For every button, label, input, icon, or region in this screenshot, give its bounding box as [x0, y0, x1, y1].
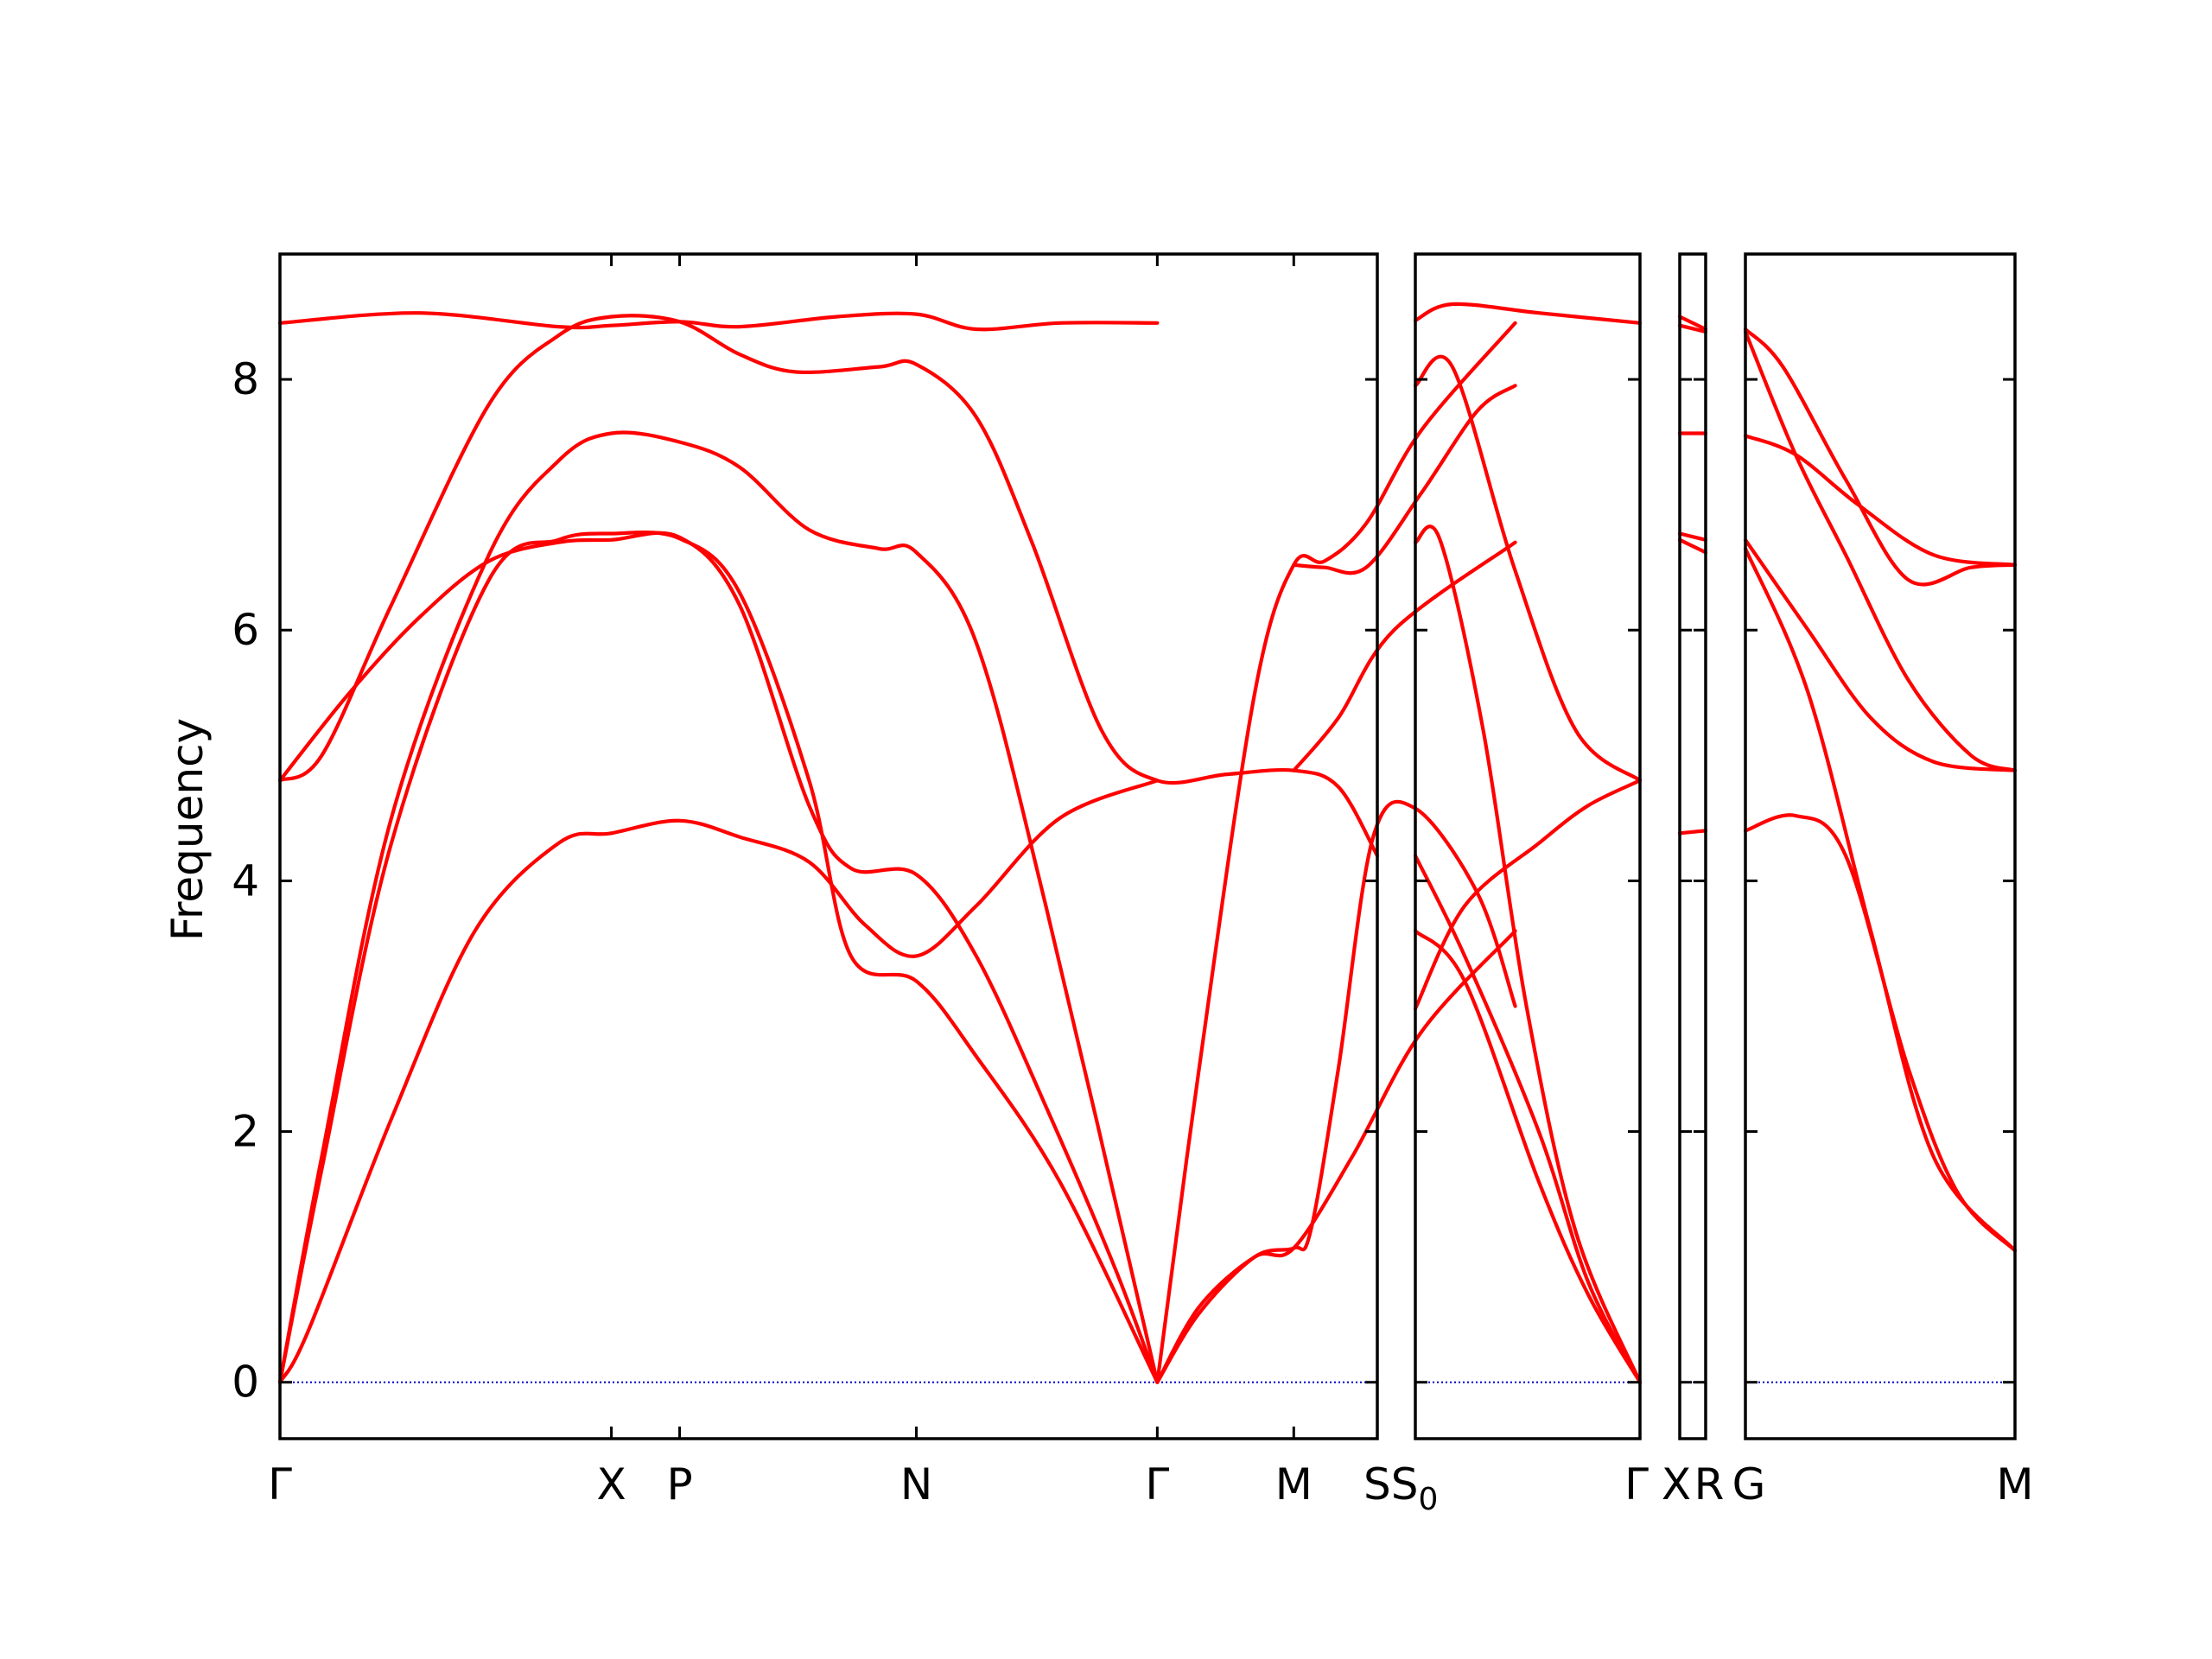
- band-line: [277, 531, 1160, 1384]
- y-tick-label: 8: [232, 354, 259, 404]
- x-tick-label: Γ: [268, 1459, 292, 1510]
- band-line: [1743, 537, 2018, 772]
- panel-4: [1743, 252, 2018, 1440]
- band-line: [277, 430, 1160, 1384]
- band-line: [1413, 854, 1643, 1384]
- y-axis-label: Frequency: [162, 718, 213, 941]
- band-line: [1413, 779, 1643, 1011]
- panel-3: [1677, 252, 1708, 1440]
- band-line: [1743, 434, 2018, 567]
- band-line: [1743, 327, 2018, 587]
- band-line: [277, 779, 1160, 1384]
- band-line: [1155, 929, 1517, 1384]
- x-tick-label: SS0: [1363, 1459, 1438, 1517]
- band-line: [1292, 540, 1517, 772]
- band-line: [277, 530, 1160, 1384]
- band-line: [1155, 321, 1517, 1384]
- band-line: [277, 311, 1160, 332]
- x-tick-label: X: [1662, 1459, 1691, 1510]
- y-tick-label: 4: [232, 855, 259, 906]
- x-tick-label: P: [666, 1459, 692, 1510]
- panel-frame: [1678, 252, 1707, 1440]
- band-line: [1413, 929, 1643, 1384]
- x-tick-label: Γ: [1145, 1459, 1169, 1510]
- y-tick-label: 6: [232, 605, 259, 655]
- x-tick-label: R: [1694, 1459, 1725, 1510]
- band-line: [1413, 354, 1643, 783]
- band-line: [1677, 829, 1708, 836]
- x-tick-label: M: [1996, 1459, 2033, 1510]
- panel-frame: [278, 252, 1379, 1440]
- panel-2: [1413, 252, 1643, 1440]
- panel-frame: [1744, 252, 2017, 1440]
- x-tick-label: X: [596, 1459, 626, 1510]
- x-tick-label: Γ: [1624, 1459, 1649, 1510]
- band-line: [1677, 537, 1708, 555]
- band-line: [1413, 302, 1643, 325]
- band-line: [1292, 384, 1517, 575]
- x-tick-label: N: [900, 1459, 932, 1510]
- band-line: [1743, 813, 2018, 1253]
- x-tick-label: M: [1275, 1459, 1313, 1510]
- band-line: [1743, 546, 2018, 1253]
- x-tick-label: G: [1732, 1459, 1766, 1510]
- band-line: [1743, 329, 2018, 772]
- band-line: [1677, 531, 1708, 542]
- band-line: [1413, 524, 1643, 1384]
- y-tick-label: 2: [232, 1107, 259, 1157]
- panel-1: [277, 252, 1517, 1440]
- y-tick-label: 0: [232, 1357, 259, 1408]
- band-line: [277, 314, 1380, 858]
- panel-frame: [1414, 252, 1642, 1440]
